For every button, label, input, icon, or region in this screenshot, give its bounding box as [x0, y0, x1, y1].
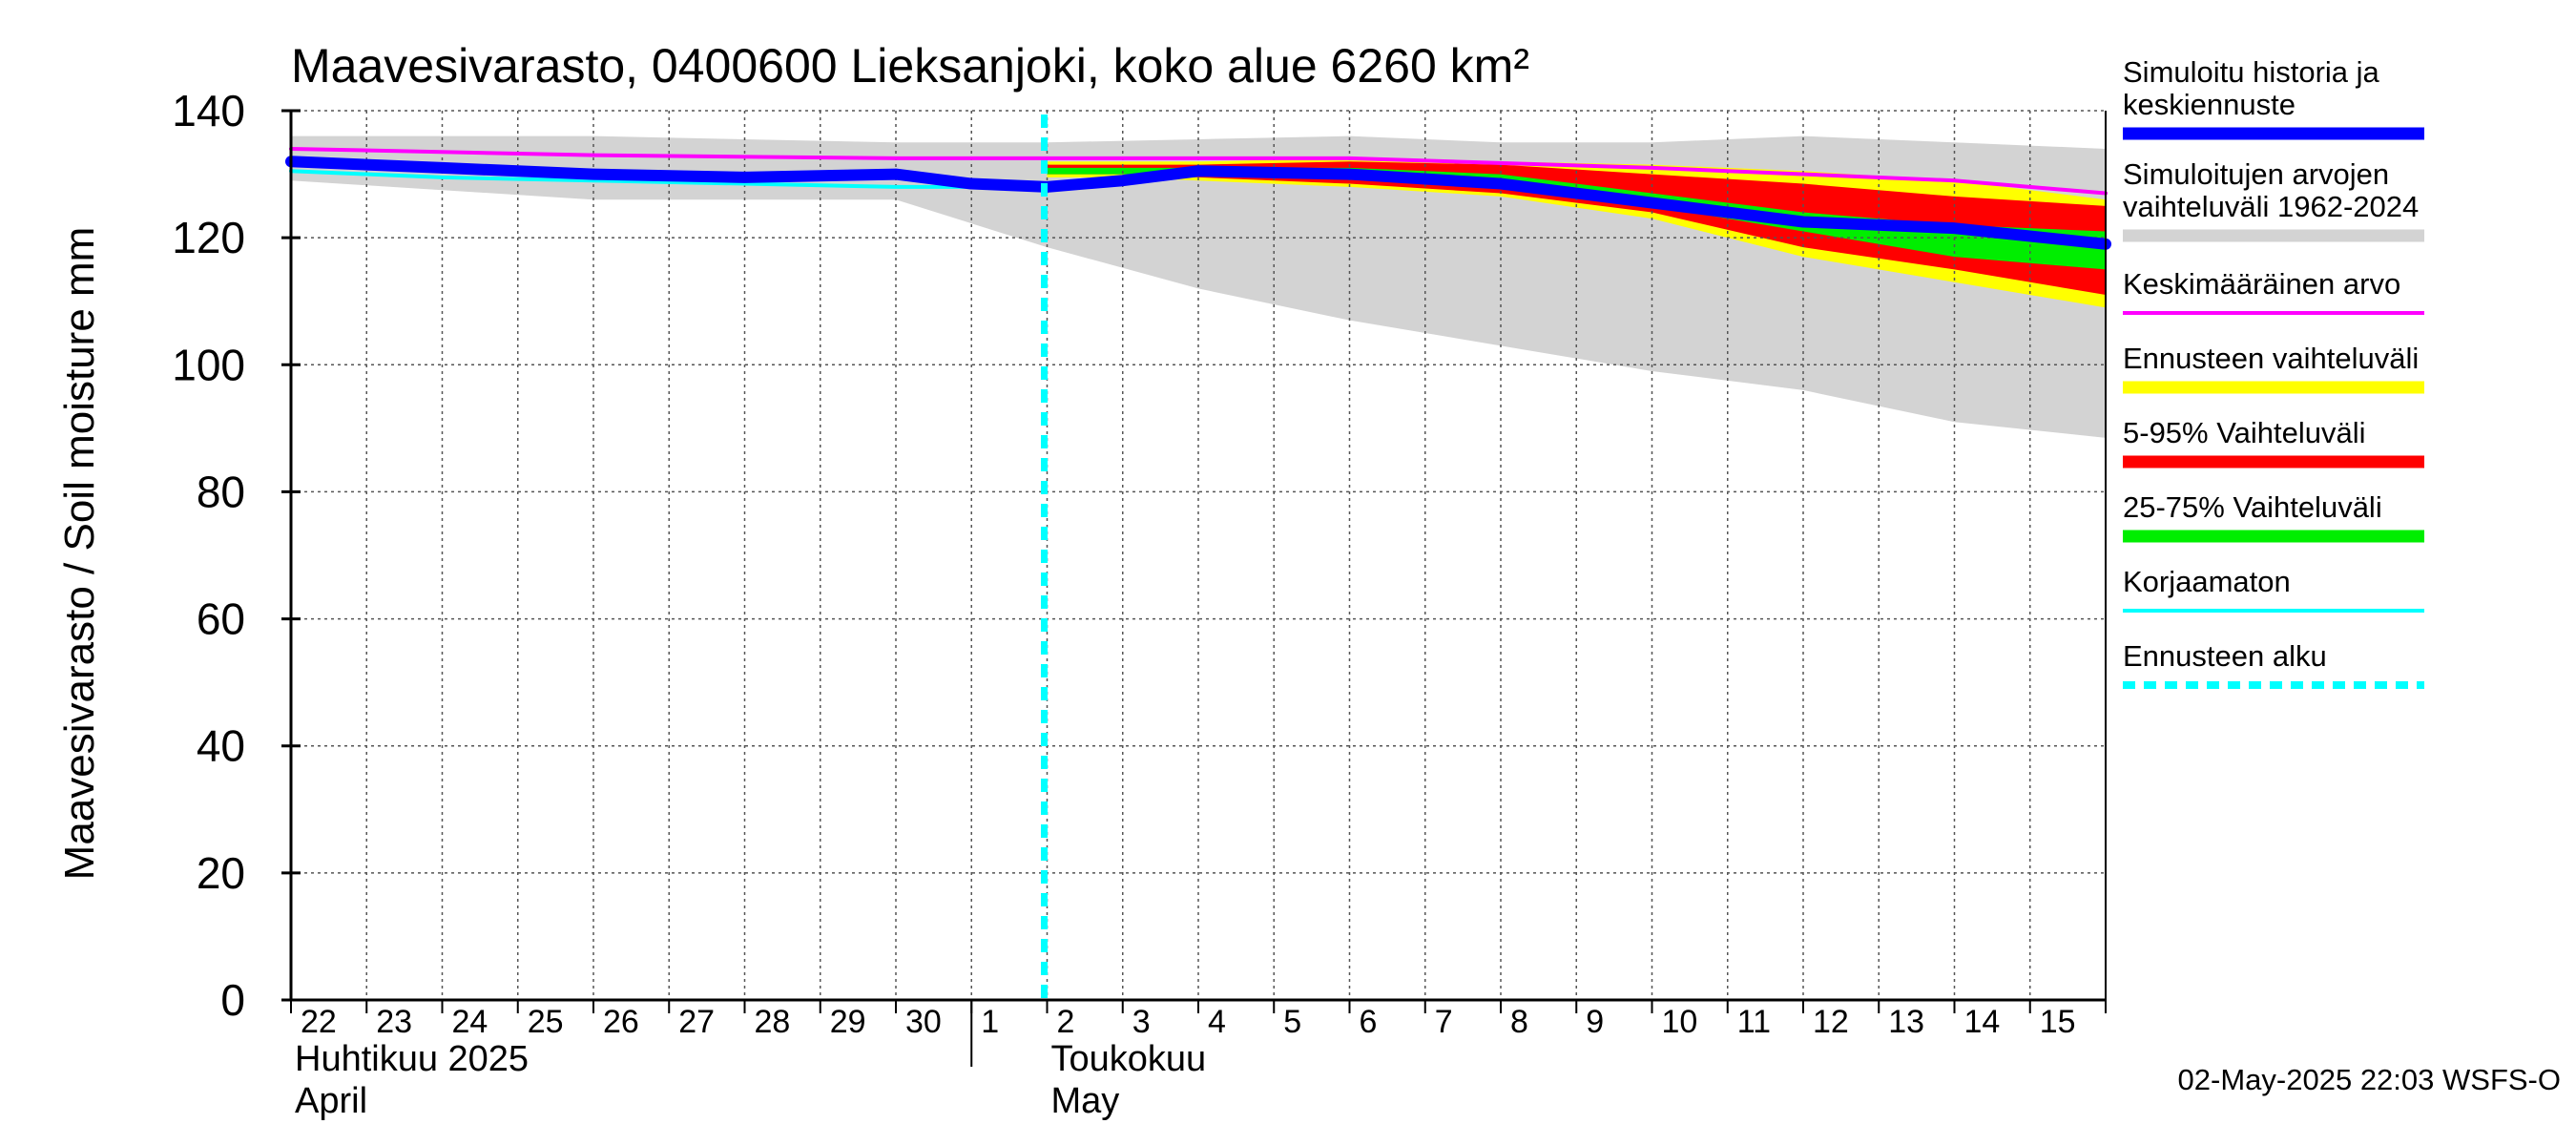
x-tick-label-6: 6 — [1360, 1004, 1378, 1040]
line-layer — [285, 114, 2111, 1000]
legend-label-2-0: Keskimääräinen arvo — [2123, 267, 2400, 301]
y-tick-label-40: 40 — [197, 721, 245, 771]
x-tick-label-3: 3 — [1132, 1004, 1151, 1040]
x-tick-label-22: 22 — [301, 1004, 337, 1040]
legend-label-1-1: vaihteluväli 1962-2024 — [2123, 190, 2419, 223]
x-tick-label-8: 8 — [1510, 1004, 1528, 1040]
legend-item-5-95-vaihteluv-li: 5-95% Vaihteluväli — [2123, 416, 2424, 468]
x-tick-label-24: 24 — [452, 1004, 488, 1040]
legend-label-0-1: keskiennuste — [2123, 88, 2296, 121]
grid-layer — [291, 110, 2106, 1000]
legend-item-ennusteen-alku: Ennusteen alku — [2123, 639, 2424, 689]
x-tick-label-12: 12 — [1813, 1004, 1849, 1040]
legend-item-ennusteen-vaihteluv-li: Ennusteen vaihteluväli — [2123, 342, 2424, 394]
month-label-0: Huhtikuu 2025 — [295, 1039, 529, 1079]
month-label-en-0: April — [295, 1081, 367, 1121]
x-tick-label-14: 14 — [1964, 1004, 2001, 1040]
y-tick-label-120: 120 — [172, 213, 245, 262]
x-tick-label-7: 7 — [1435, 1004, 1453, 1040]
x-tick-label-28: 28 — [755, 1004, 791, 1040]
x-tick-label-9: 9 — [1586, 1004, 1604, 1040]
legend-label-1-0: Simuloitujen arvojen — [2123, 157, 2389, 191]
x-tick-label-1: 1 — [981, 1004, 999, 1040]
month-label-1: Toukokuu — [1051, 1039, 1207, 1079]
x-tick-label-25: 25 — [528, 1004, 564, 1040]
legend-label-7-0: Ennusteen alku — [2123, 639, 2327, 673]
legend-item-25-75-vaihteluv-li: 25-75% Vaihteluväli — [2123, 490, 2424, 543]
y-tick-label-60: 60 — [197, 594, 245, 644]
x-tick-label-30: 30 — [905, 1004, 942, 1040]
legend-label-4-0: 5-95% Vaihteluväli — [2123, 416, 2365, 449]
y-tick-label-100: 100 — [172, 340, 245, 389]
legend-item-korjaamaton: Korjaamaton — [2123, 565, 2424, 613]
line-simuloitu-historia-ja-keskiennuste — [285, 156, 2111, 250]
x-tick-label-2: 2 — [1057, 1004, 1075, 1040]
x-tick-label-13: 13 — [1888, 1004, 1924, 1040]
legend-label-0-0: Simuloitu historia ja — [2123, 55, 2380, 89]
legend-label-5-0: 25-75% Vaihteluväli — [2123, 490, 2382, 524]
chart-title: Maavesivarasto, 0400600 Lieksanjoki, kok… — [291, 39, 1529, 93]
x-tick-label-29: 29 — [830, 1004, 866, 1040]
timestamp-footer: 02-May-2025 22:03 WSFS-O — [2178, 1063, 2561, 1096]
y-tick-label-20: 20 — [197, 848, 245, 898]
month-label-en-1: May — [1051, 1081, 1120, 1121]
x-tick-label-15: 15 — [2040, 1004, 2076, 1040]
y-axis-label: Maavesivarasto / Soil moisture mm — [56, 227, 103, 881]
legend: Simuloitu historia jakeskiennusteSimuloi… — [2123, 55, 2424, 689]
x-tick-label-10: 10 — [1662, 1004, 1698, 1040]
x-tick-label-27: 27 — [678, 1004, 715, 1040]
x-tick-label-23: 23 — [376, 1004, 412, 1040]
x-tick-label-11: 11 — [1737, 1004, 1771, 1040]
band-5-95-vaihteluv-li — [1047, 161, 2106, 296]
x-tick-label-4: 4 — [1208, 1004, 1226, 1040]
y-tick-label-80: 80 — [197, 467, 245, 516]
y-tick-label-0: 0 — [220, 975, 245, 1025]
legend-label-3-0: Ennusteen vaihteluväli — [2123, 342, 2419, 375]
x-tick-label-26: 26 — [603, 1004, 639, 1040]
legend-item-keskim-r-inen-arvo: Keskimääräinen arvo — [2123, 267, 2424, 315]
x-tick-label-5: 5 — [1283, 1004, 1301, 1040]
legend-label-6-0: Korjaamaton — [2123, 565, 2291, 598]
line-keskim-r-inen-arvo — [289, 146, 2108, 196]
y-tick-label-140: 140 — [172, 86, 245, 135]
